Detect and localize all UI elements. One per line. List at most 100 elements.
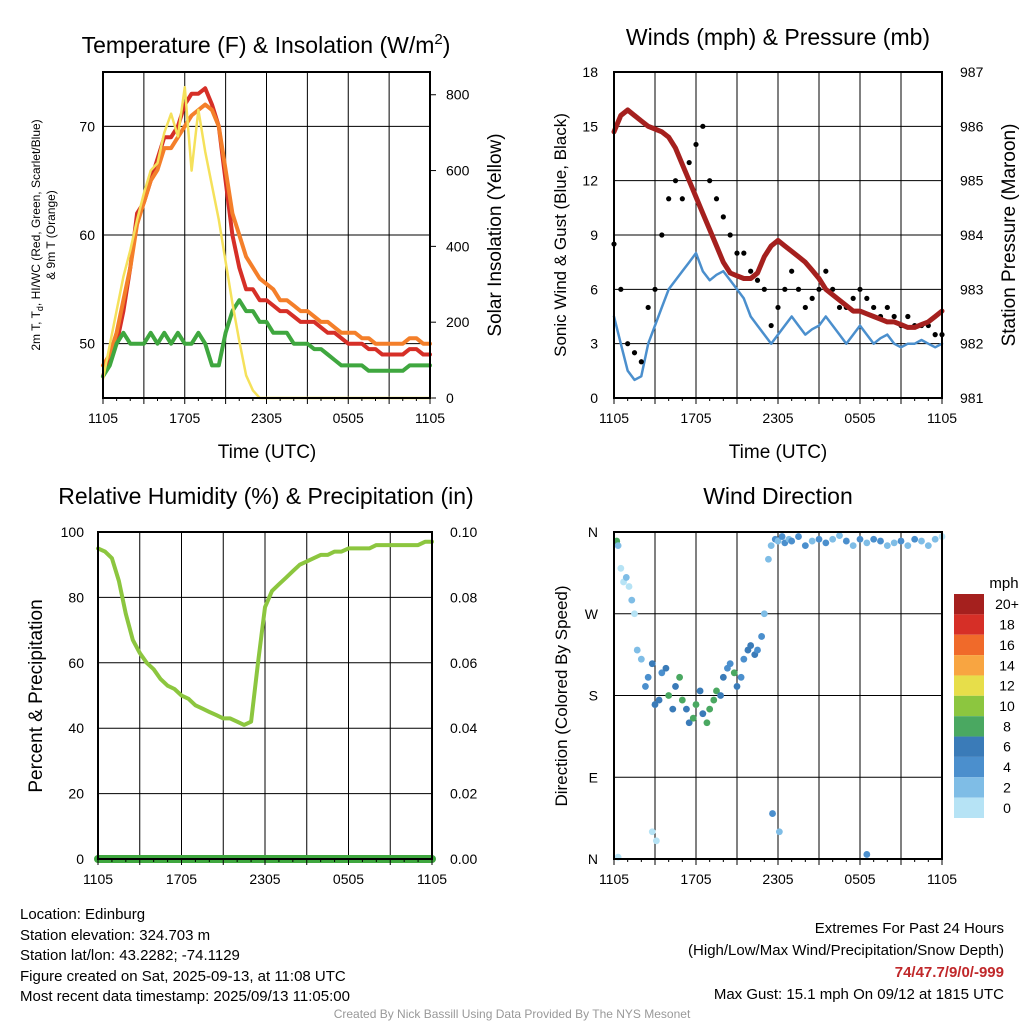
x-tick-label: 1105 <box>417 871 447 887</box>
x-tick-label: 2305 <box>249 871 280 887</box>
gust-point <box>782 286 788 292</box>
direction-point <box>665 692 673 699</box>
direction-point <box>689 714 697 722</box>
y-tick-label: 9 <box>590 227 598 243</box>
direction-point <box>706 705 714 713</box>
x-tick-label: 0505 <box>844 871 875 887</box>
direction-title: Wind Direction <box>703 483 853 509</box>
direction-point <box>769 810 776 817</box>
speed-legend-swatch <box>954 675 984 696</box>
direction-point <box>651 701 659 708</box>
speed-legend-label: 0 <box>1003 800 1011 816</box>
extremes-subheading: (High/Low/Max Wind/Precipitation/Snow De… <box>688 942 1004 959</box>
y2-tick-label: 0.00 <box>450 851 477 867</box>
gust-point <box>768 322 774 329</box>
speed-legend-label: 16 <box>999 637 1015 653</box>
x-tick-label: 1105 <box>599 871 629 887</box>
recent-data-text: Most recent data timestamp: 2025/09/13 1… <box>20 988 350 1005</box>
y-tick-label: 18 <box>582 64 598 80</box>
y2-tick-label: 400 <box>446 238 470 254</box>
gust-point <box>850 295 856 301</box>
y-tick-label: 80 <box>68 589 84 605</box>
gust-point <box>802 304 808 311</box>
speed-legend-label: 18 <box>999 617 1015 633</box>
y2-tick-label: 981 <box>960 390 984 406</box>
direction-tick-label: S <box>589 688 598 704</box>
speed-legend-label: 6 <box>1003 739 1011 755</box>
y2-tick-label: 984 <box>960 227 984 243</box>
direction-point <box>726 660 734 668</box>
x-tick-label: 1705 <box>169 410 200 426</box>
direction-point <box>730 669 738 677</box>
y-tick-label: 60 <box>79 227 95 243</box>
gust-point <box>652 286 658 292</box>
temperature-series-line <box>101 102 432 368</box>
direction-point <box>637 655 645 663</box>
speed-legend-label: 4 <box>1003 759 1011 775</box>
direction-point <box>774 537 782 545</box>
direction-point <box>662 664 670 672</box>
y2-tick-label: 987 <box>960 64 984 80</box>
direction-point <box>911 535 919 543</box>
gust-point <box>761 286 767 292</box>
y2-tick-label: 0 <box>446 390 454 406</box>
y2-tick-label: 986 <box>960 118 984 134</box>
gust-point <box>775 304 781 311</box>
winds-plot-area: 0 3 6 9 12 15 18 981 982 983 984 985 986 987 1105 1705 2… <box>582 64 983 426</box>
direction-point <box>696 687 704 695</box>
y2-tick-label: 600 <box>446 163 470 179</box>
y-tick-label: 40 <box>68 720 84 736</box>
gust-point <box>686 159 692 166</box>
gust-point <box>693 141 699 148</box>
direction-point <box>699 710 707 718</box>
direction-point <box>767 542 775 550</box>
direction-tick-label: E <box>589 769 598 785</box>
y2-tick-label: 200 <box>446 314 470 330</box>
humidity-panel: Relative Humidity (%) & Precipitation (i… <box>26 483 477 887</box>
latlon-text: Station lat/lon: 43.2282; -74.1129 <box>20 947 240 964</box>
direction-point <box>655 696 663 704</box>
x-tick-label: 1705 <box>680 410 711 426</box>
direction-point <box>849 542 857 550</box>
station-info: Location: Edinburg Station elevation: 32… <box>20 905 350 1008</box>
direction-point <box>775 828 783 836</box>
direction-point <box>710 696 718 704</box>
speed-legend-label: 20+ <box>995 596 1019 612</box>
direction-point <box>788 537 796 545</box>
humidity-series-line <box>96 539 434 727</box>
speed-legend-swatch <box>954 695 984 717</box>
gust-point <box>672 178 679 184</box>
x-tick-label: 2305 <box>762 871 793 887</box>
direction-point <box>795 533 802 540</box>
x-tick-label: 0505 <box>333 410 364 426</box>
direction-point <box>678 696 686 704</box>
pressure-ylabel: Station Pressure (Maroon) <box>999 124 1020 347</box>
direction-point <box>897 537 905 545</box>
direction-point <box>685 719 693 727</box>
direction-point <box>703 719 711 727</box>
direction-point <box>747 642 755 649</box>
direction-point <box>815 535 823 543</box>
winds-xlabel: Time (UTC) <box>729 442 828 463</box>
direction-tick-label: N <box>588 851 598 867</box>
gust-point <box>816 286 822 292</box>
extremes-box: Extremes For Past 24 Hours (High/Low/Max… <box>688 918 1004 1006</box>
extremes-values: 74/47.7/9/0/-999 <box>894 964 1004 981</box>
direction-ylabel: Direction (Colored By Speed) <box>552 585 571 806</box>
x-tick-label: 1105 <box>927 871 957 887</box>
direction-point <box>676 673 683 681</box>
gust-point <box>734 250 740 256</box>
speed-legend-swatch <box>954 797 984 818</box>
gust-point <box>871 304 877 311</box>
temperature-xlabel: Time (UTC) <box>218 442 317 463</box>
gust-point <box>864 295 870 301</box>
direction-point <box>692 701 700 708</box>
winds-title: Winds (mph) & Pressure (mb) <box>626 24 930 50</box>
gust-point <box>631 350 638 356</box>
y-tick-label: 60 <box>68 655 84 671</box>
temperature-plot-area: 50 60 70 0 200 400 600 800 1105 1705 2305 0505 1105 <box>79 71 470 426</box>
direction-point <box>870 535 878 543</box>
gust-point <box>809 295 815 301</box>
direction-point <box>648 660 656 668</box>
